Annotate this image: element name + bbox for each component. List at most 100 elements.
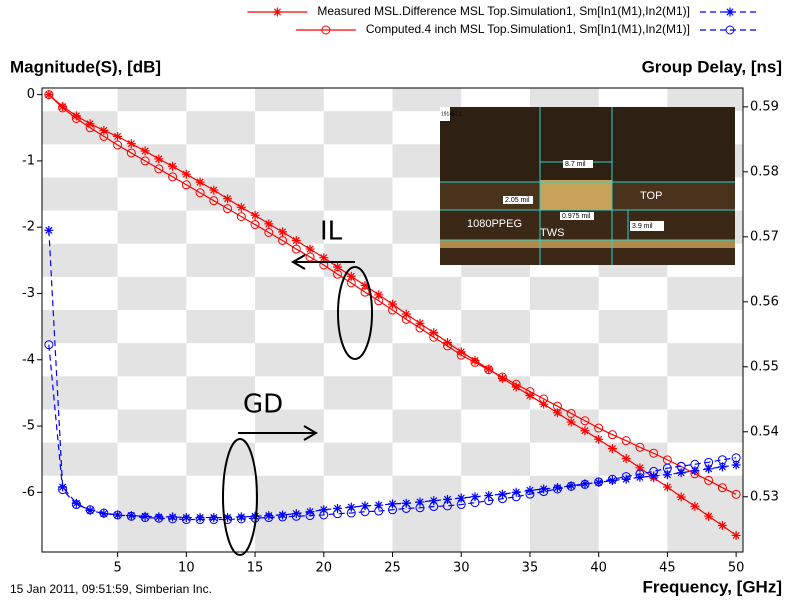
checker-cell: [323, 111, 393, 145]
marker: [321, 25, 331, 35]
marker: [126, 511, 136, 521]
marker: [717, 483, 727, 493]
checker-cell: [667, 343, 743, 377]
marker: [291, 511, 301, 521]
inset-lines: [440, 107, 735, 265]
marker: [552, 484, 562, 494]
marker: [236, 512, 246, 522]
marker: [154, 154, 164, 164]
marker: [497, 494, 507, 504]
marker: [607, 430, 617, 440]
marker: [635, 442, 645, 452]
marker: [456, 347, 466, 357]
marker: [346, 271, 356, 281]
marker: [333, 269, 343, 279]
marker: [333, 503, 343, 513]
marker: [113, 140, 123, 150]
checker-cell: [117, 276, 187, 311]
marker: [429, 328, 439, 338]
marker: [621, 472, 631, 482]
y2-tick-label: 0.54: [750, 424, 779, 439]
marker: [44, 340, 54, 350]
marker: [442, 341, 452, 351]
marker: [140, 156, 150, 166]
marker: [291, 235, 301, 245]
marker: [594, 477, 604, 487]
inset-plane: [440, 240, 735, 248]
marker: [333, 509, 343, 519]
marker: [85, 505, 95, 515]
marker: [731, 489, 741, 499]
marker: [346, 502, 356, 512]
marker: [676, 468, 686, 478]
marker: [346, 278, 356, 288]
marker: [236, 202, 246, 212]
annotation-shapes: [222, 254, 373, 556]
marker: [401, 309, 411, 319]
checker-cell: [42, 177, 118, 211]
y-tick-label: -1: [22, 153, 35, 168]
marker: [388, 305, 397, 315]
y2-axis-title: Group Delay, [ns]: [642, 57, 782, 76]
marker: [415, 323, 425, 333]
marker: [552, 401, 562, 411]
marker: [594, 423, 604, 433]
marker: [168, 514, 178, 524]
marker: [154, 513, 164, 523]
checker-cell: [117, 343, 187, 377]
y-tick-label: -4: [22, 352, 35, 367]
y2-tick-label: 0.53: [750, 489, 779, 504]
checker-cell: [667, 88, 743, 112]
marker: [291, 509, 301, 519]
inset-label: 1080PPEG: [467, 218, 522, 230]
checker-cell: [117, 210, 187, 244]
checker-cell: [392, 276, 462, 311]
inset-trace: [540, 180, 612, 210]
marker: [731, 530, 741, 540]
marker: [85, 123, 95, 133]
marker: [621, 454, 631, 464]
checker-cell: [392, 343, 462, 377]
marker: [635, 472, 645, 482]
marker: [58, 102, 68, 112]
marker: [44, 225, 54, 235]
checker-cell: [392, 475, 462, 552]
checker-cell: [323, 310, 393, 344]
marker: [126, 511, 136, 521]
marker: [278, 512, 288, 522]
series-line: [48, 344, 737, 521]
checker-cell: [117, 409, 187, 443]
marker: [511, 382, 521, 392]
marker: [497, 372, 507, 382]
marker: [360, 507, 370, 517]
marker: [470, 498, 480, 508]
y2-tick-label: 0.59: [750, 99, 779, 114]
marker: [126, 139, 136, 149]
inset-tag: [503, 196, 533, 204]
marker: [704, 511, 714, 521]
marker: [168, 161, 178, 171]
checker-cell: [461, 310, 530, 344]
checker-cell: [255, 144, 324, 178]
marker: [305, 244, 315, 254]
marker: [209, 185, 219, 195]
checker-cell: [255, 210, 324, 244]
checker-cell: [598, 376, 668, 410]
marker: [195, 177, 205, 187]
marker: [346, 508, 356, 518]
marker: [319, 260, 329, 270]
marker: [305, 511, 315, 521]
checker-cell: [667, 276, 743, 311]
checker-cell: [255, 409, 324, 443]
inset-label: TOP: [640, 190, 662, 202]
marker: [717, 520, 727, 530]
marker: [388, 499, 397, 509]
x-axis-title: Frequency, [GHz]: [643, 577, 782, 596]
marker: [181, 515, 191, 525]
checker-cell: [598, 310, 668, 344]
legend-label: Measured MSL.Difference MSL Top.Simulati…: [317, 4, 690, 18]
marker: [85, 505, 95, 515]
checker-cell: [186, 442, 256, 476]
checker-cell: [186, 310, 256, 344]
marker: [291, 244, 301, 254]
